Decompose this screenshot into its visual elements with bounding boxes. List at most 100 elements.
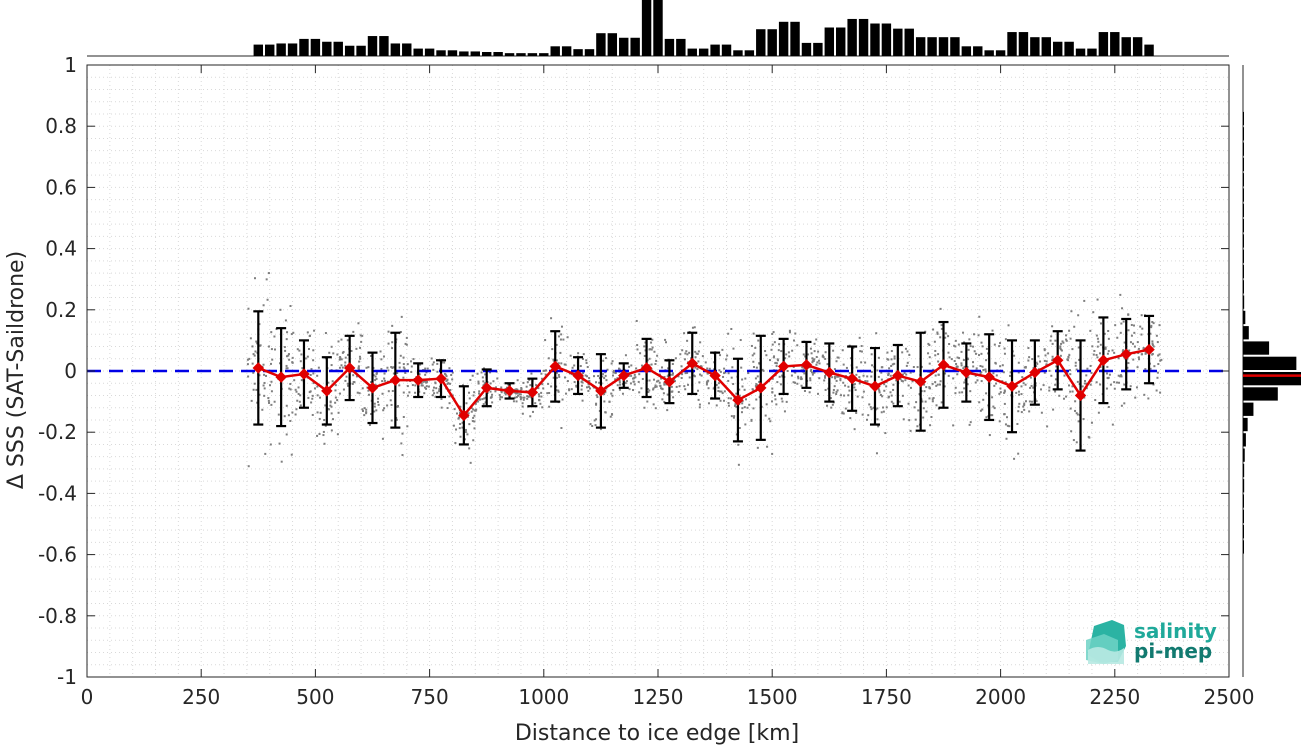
scatter-point — [377, 400, 380, 403]
scatter-point — [1104, 347, 1107, 350]
mean-marker — [1051, 354, 1064, 366]
right-histogram-bar — [1243, 203, 1244, 217]
scatter-point — [800, 376, 803, 379]
scatter-point — [967, 348, 970, 351]
right-histogram-bar — [1243, 463, 1245, 478]
scatter-point — [1001, 364, 1004, 367]
scatter-point — [299, 394, 302, 397]
scatter-point — [1139, 325, 1142, 328]
top-histogram-bar — [904, 28, 914, 56]
scatter-point — [555, 371, 558, 374]
scatter-point — [762, 369, 765, 372]
scatter-point — [852, 383, 855, 386]
top-histogram-bar — [653, 0, 663, 56]
scatter-point — [967, 376, 970, 379]
scatter-point — [764, 350, 767, 353]
scatter-point — [684, 372, 687, 375]
scatter-point — [980, 341, 983, 344]
scatter-point — [398, 384, 401, 387]
scatter-point — [523, 396, 526, 399]
scatter-point — [1104, 346, 1107, 349]
scatter-point — [373, 405, 376, 408]
scatter-point — [811, 357, 814, 360]
scatter-point — [842, 363, 845, 366]
scatter-point — [960, 364, 963, 367]
scatter-point — [426, 380, 429, 383]
scatter-point — [387, 390, 390, 393]
scatter-point — [1059, 347, 1062, 350]
scatter-point — [995, 374, 998, 377]
scatter-point — [755, 383, 758, 386]
scatter-point — [861, 413, 864, 416]
scatter-point — [595, 418, 598, 421]
scatter-point — [284, 349, 287, 352]
scatter-point — [334, 401, 337, 404]
scatter-point — [756, 446, 759, 449]
scatter-point — [632, 380, 635, 383]
scatter-point — [960, 350, 963, 353]
scatter-point — [693, 375, 696, 378]
scatter-point — [1008, 425, 1011, 428]
scatter-point — [771, 391, 774, 394]
scatter-point — [499, 395, 502, 398]
scatter-point — [1097, 340, 1100, 343]
scatter-point — [611, 394, 614, 397]
scatter-point — [290, 333, 293, 336]
scatter-point — [1013, 354, 1016, 357]
scatter-point — [334, 384, 337, 387]
scatter-point — [1157, 363, 1160, 366]
y-tick-label: -0.4 — [38, 481, 77, 505]
scatter-point — [747, 372, 750, 375]
scatter-point — [253, 277, 256, 280]
scatter-point — [773, 341, 776, 344]
scatter-point — [359, 334, 362, 337]
scatter-point — [465, 402, 468, 405]
y-tick-label: -0.6 — [38, 543, 77, 567]
scatter-point — [927, 352, 930, 355]
scatter-point — [1141, 327, 1144, 330]
scatter-point — [484, 373, 487, 376]
scatter-point — [1002, 371, 1005, 374]
scatter-point — [812, 371, 815, 374]
scatter-point — [584, 374, 587, 377]
scatter-point — [426, 367, 429, 370]
scatter-point — [1035, 365, 1038, 368]
scatter-point — [660, 377, 663, 380]
scatter-point — [1123, 383, 1126, 386]
scatter-point — [316, 394, 319, 397]
scatter-point — [1099, 322, 1102, 325]
scatter-point — [252, 388, 255, 391]
scatter-point — [284, 319, 287, 322]
scatter-point — [341, 366, 344, 369]
scatter-point — [375, 377, 378, 380]
scatter-point — [978, 354, 981, 357]
scatter-point — [708, 367, 711, 370]
scatter-point — [268, 401, 271, 404]
scatter-point — [829, 397, 832, 400]
scatter-point — [727, 397, 730, 400]
scatter-point — [732, 347, 735, 350]
scatter-point — [1047, 352, 1050, 355]
scatter-point — [765, 354, 768, 357]
scatter-point — [580, 388, 583, 391]
scatter-point — [450, 373, 453, 376]
scatter-point — [855, 373, 858, 376]
scatter-point — [1077, 346, 1080, 349]
scatter-point — [661, 387, 664, 390]
top-histogram-bar — [664, 38, 675, 56]
scatter-point — [812, 358, 815, 361]
scatter-point — [312, 359, 315, 362]
scatter-point — [890, 350, 893, 353]
scatter-point — [839, 379, 842, 382]
scatter-point — [906, 350, 909, 353]
scatter-point — [390, 366, 393, 369]
scatter-point — [550, 385, 553, 388]
scatter-point — [440, 406, 443, 409]
scatter-point — [866, 418, 869, 421]
scatter-point — [772, 356, 775, 359]
scatter-point — [1085, 374, 1088, 377]
scatter-point — [466, 433, 469, 436]
scatter-point — [800, 378, 803, 381]
scatter-point — [537, 387, 540, 390]
x-tick-label: 1500 — [747, 685, 798, 709]
